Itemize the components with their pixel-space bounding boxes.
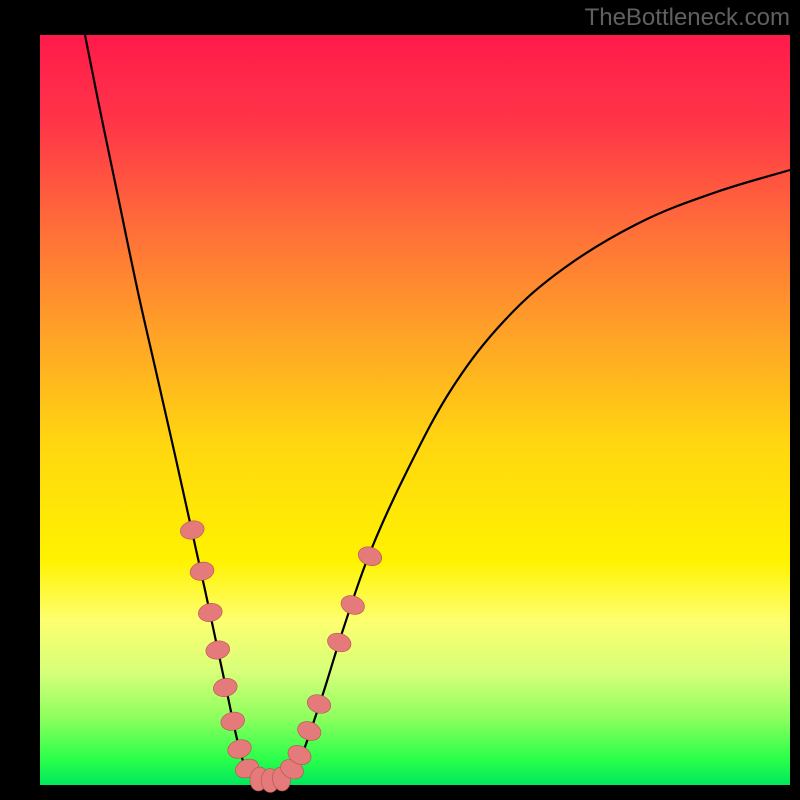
watermark-text: TheBottleneck.com	[585, 4, 790, 32]
bead-marker	[212, 676, 239, 699]
svg-layer	[0, 0, 800, 800]
bead-marker	[219, 710, 246, 733]
bead-marker	[188, 560, 215, 583]
bead-marker	[179, 518, 206, 541]
bead-marker	[197, 601, 224, 623]
chart-stage: TheBottleneck.com	[0, 0, 800, 800]
bead-marker	[295, 718, 324, 743]
bead-marker	[325, 630, 354, 655]
bead-marker	[204, 639, 231, 661]
bead-marker	[338, 592, 367, 617]
bead-marker	[356, 544, 385, 569]
bead-marker	[225, 737, 253, 761]
bead-marker	[305, 692, 334, 717]
bottleneck-curve	[85, 35, 790, 781]
